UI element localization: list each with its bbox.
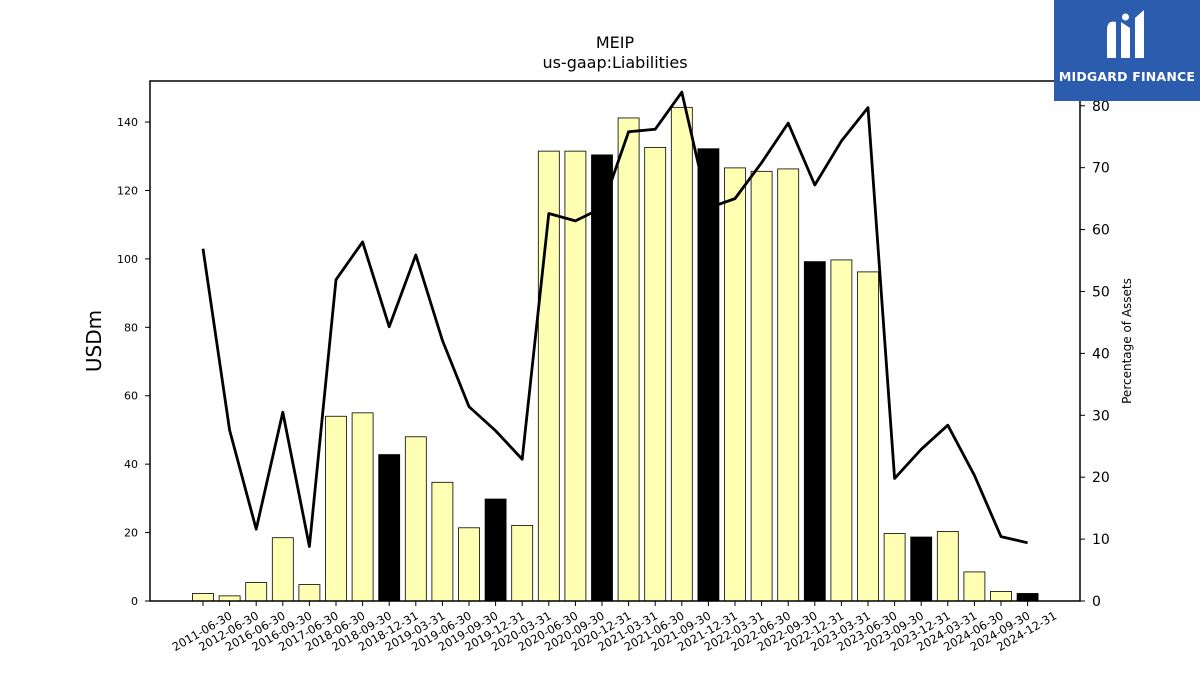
y-tick-label: 120 — [117, 184, 138, 197]
bar-2019-06-30 — [431, 481, 454, 602]
midgard-logo-icon — [1107, 10, 1144, 58]
bar-2017-06-30 — [298, 584, 321, 602]
bar-2022-03-31 — [724, 167, 746, 602]
y-tick-label: 0 — [131, 595, 138, 608]
bar-2024-12-31 — [1016, 593, 1039, 602]
bar-2019-03-31 — [404, 436, 427, 602]
bar-2019-12-31 — [484, 498, 507, 602]
y-tick-label: 40 — [124, 458, 138, 471]
line-series — [201, 90, 1028, 548]
y2-tick-label: 60 — [1092, 223, 1110, 239]
y2-tick-label: 10 — [1092, 532, 1110, 548]
y2-tick-label: 50 — [1092, 284, 1110, 300]
bar-2020-03-31 — [511, 524, 534, 602]
bar-2023-03-31 — [830, 259, 853, 602]
bar-2022-06-30 — [750, 170, 773, 602]
bar-2022-09-30 — [777, 168, 800, 602]
bar-2023-12-31 — [910, 536, 933, 602]
bar-series — [192, 106, 1039, 602]
chart-subtitle: us-gaap:Liabilities — [542, 53, 687, 72]
bar-2023-06-30 — [857, 271, 879, 602]
bar-2016-09-30 — [271, 537, 294, 602]
right-axis-ticks: 0 10 20 30 40 50 60 70 80 — [1080, 99, 1110, 610]
bar-2024-09-30 — [990, 591, 1012, 602]
bar-2018-09-30 — [351, 412, 374, 602]
bar-2024-03-31 — [936, 531, 959, 602]
y2-tick-label: 20 — [1092, 470, 1110, 486]
bar-2021-09-30 — [670, 106, 693, 602]
y-tick-label: 80 — [124, 321, 138, 334]
y-tick-label: 60 — [124, 390, 138, 403]
bar-2023-09-30 — [883, 533, 906, 602]
y2-tick-label: 70 — [1092, 161, 1110, 177]
left-axis-ticks: 0 20 40 60 80 100 120 140 — [117, 116, 150, 608]
brand-logo: MIDGARD FINANCE — [1054, 0, 1200, 101]
y-tick-label: 20 — [124, 527, 138, 540]
x-axis-ticks: 2011-06-302012-06-302016-06-302016-09-30… — [170, 601, 1059, 654]
bar-2024-06-30 — [963, 571, 986, 602]
bar-2021-12-31 — [697, 148, 720, 602]
percentage-line — [201, 90, 1028, 548]
bar-2016-06-30 — [245, 582, 268, 602]
y2-tick-label: 40 — [1092, 346, 1110, 362]
plot-frame — [149, 80, 1081, 602]
bar-2021-03-31 — [617, 117, 640, 602]
y2-tick-label: 30 — [1092, 408, 1110, 424]
brand-name: MIDGARD FINANCE — [1058, 69, 1196, 84]
bar-2018-06-30 — [325, 415, 347, 602]
chart-title: MEIP — [596, 33, 635, 52]
y2-axis-label: Percentage of Assets — [1120, 278, 1134, 404]
bar-2018-12-31 — [378, 454, 401, 602]
bar-2019-09-30 — [458, 527, 480, 602]
bar-2021-06-30 — [644, 146, 667, 602]
bar-2012-06-30 — [218, 595, 241, 602]
y-axis-label: USDm — [82, 310, 106, 372]
y-tick-label: 140 — [117, 116, 138, 129]
y2-tick-label: 0 — [1092, 594, 1101, 610]
bar-2020-12-31 — [591, 154, 613, 602]
bar-2011-06-30 — [192, 593, 214, 602]
bar-2022-12-31 — [803, 261, 826, 602]
y2-tick-label: 80 — [1092, 99, 1110, 115]
y-tick-label: 100 — [117, 253, 138, 266]
